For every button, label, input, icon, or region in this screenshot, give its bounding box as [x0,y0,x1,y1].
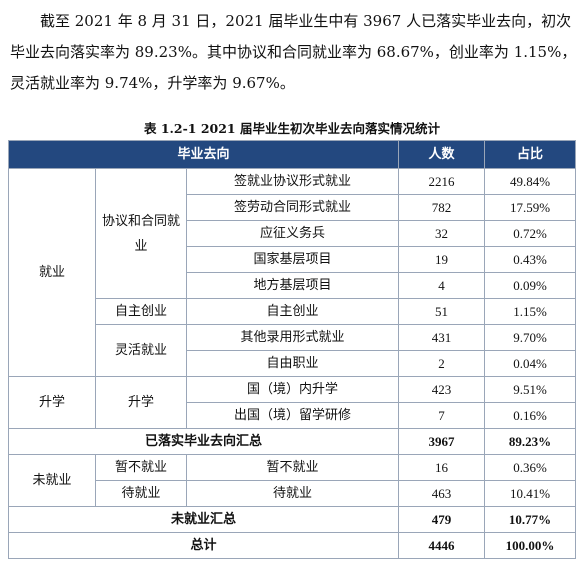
table-row: 应征义务兵 32 0.72% [9,220,576,247]
summary-row-total: 总计 4446 100.00% [8,532,576,559]
row-count: 19 [398,246,485,273]
summary-ratio: 89.23% [484,428,576,455]
subgroup-flexible: 灵活就业 [95,324,187,377]
row-ratio: 9.51% [484,376,576,403]
row-count: 16 [398,454,485,481]
summary-ratio: 10.77% [484,506,576,533]
row-label: 待就业 [186,480,399,507]
row-label: 其他录用形式就业 [186,324,399,351]
row-count: 4 [398,272,485,299]
row-ratio: 0.36% [484,454,576,481]
row-count: 2216 [398,168,485,195]
row-ratio: 9.70% [484,324,576,351]
summary-row-placed: 已落实毕业去向汇总 3967 89.23% [8,428,576,455]
row-ratio: 0.72% [484,220,576,247]
group-unemployed: 未就业 [8,454,96,507]
row-label: 应征义务兵 [186,220,399,247]
row-count: 463 [398,480,485,507]
row-count: 51 [398,298,485,325]
table-row: 就业 协议和合同就业 签就业协议形式就业 2216 49.84% [8,168,576,377]
subgroup-contract: 协议和合同就业 [95,168,187,299]
row-label: 签劳动合同形式就业 [186,194,399,221]
row-label: 国家基层项目 [186,246,399,273]
intro-line-2: 毕业去向落实率为 89.23%。其中协议和合同就业率为 68.67%，创业率为 … [10,43,577,61]
destination-table: 毕业去向 人数 占比 就业 协议和合同就业 签就业协议形式就业 2216 49.… [8,140,576,559]
row-label: 签就业协议形式就业 [186,168,399,195]
header-count: 人数 [398,140,485,169]
row-label: 出国（境）留学研修 [186,402,399,429]
intro-line-1: 截至 2021 年 8 月 31 日，2021 届毕业生中有 3967 人已落实… [40,12,572,30]
summary-label: 已落实毕业去向汇总 [8,428,399,455]
table-header-row: 毕业去向 人数 占比 [8,140,576,169]
table-row: 未就业 暂不就业 暂不就业 16 0.36% [8,454,576,507]
header-ratio: 占比 [484,140,576,169]
group-further-study: 升学 [8,376,96,429]
group-employment: 就业 [8,168,96,377]
summary-ratio: 100.00% [484,532,576,559]
subgroup-temp-unemployed: 暂不就业 [95,454,187,481]
subgroup-further-study: 升学 [95,376,187,429]
row-label: 地方基层项目 [186,272,399,299]
table-caption: 表 1.2-1 2021 届毕业生初次毕业去向落实情况统计 [144,121,440,136]
subgroup-startup: 自主创业 [95,298,187,325]
table-row: 国家基层项目 19 0.43% [9,246,576,273]
summary-label: 总计 [8,532,399,559]
subgroup-waiting: 待就业 [95,480,187,507]
row-ratio: 0.43% [484,246,576,273]
row-count: 2 [398,350,485,377]
row-ratio: 49.84% [484,168,576,195]
summary-label: 未就业汇总 [8,506,399,533]
row-ratio: 10.41% [484,480,576,507]
table-row: 灵活就业 其他录用形式就业 431 9.70% [9,324,576,377]
summary-row-unplaced: 未就业汇总 479 10.77% [8,506,576,533]
row-count: 7 [398,402,485,429]
row-count: 782 [398,194,485,221]
row-label: 自主创业 [186,298,399,325]
row-ratio: 0.16% [484,402,576,429]
row-label: 暂不就业 [186,454,399,481]
intro-paragraph: 截至 2021 年 8 月 31 日，2021 届毕业生中有 3967 人已落实… [10,6,578,99]
row-label: 国（境）内升学 [186,376,399,403]
row-count: 32 [398,220,485,247]
row-ratio: 17.59% [484,194,576,221]
summary-count: 4446 [398,532,485,559]
row-count: 431 [398,324,485,351]
row-count: 423 [398,376,485,403]
row-ratio: 1.15% [484,298,576,325]
row-ratio: 0.04% [484,350,576,377]
table-row: 地方基层项目 4 0.09% [9,272,576,299]
summary-count: 3967 [398,428,485,455]
row-label: 自由职业 [186,350,399,377]
header-destination: 毕业去向 [8,140,399,169]
table-row: 签劳动合同形式就业 782 17.59% [9,194,576,221]
summary-count: 479 [398,506,485,533]
intro-line-3: 灵活就业率为 9.74%，升学率为 9.67%。 [10,74,295,92]
row-ratio: 0.09% [484,272,576,299]
table-row: 升学 升学 国（境）内升学 423 9.51% [8,376,576,429]
